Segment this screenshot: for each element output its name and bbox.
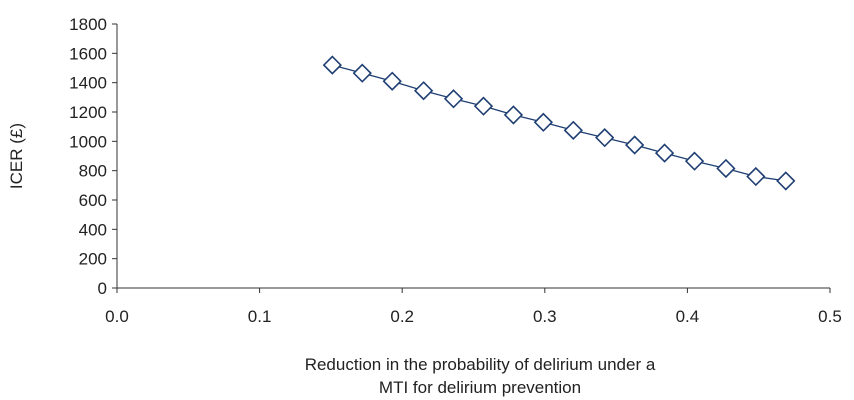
data-point-marker [443,89,464,109]
series-line [332,64,786,182]
data-point-marker [352,63,372,83]
x-tick-label: 0.0 [105,307,129,326]
y-tick-label: 0 [98,279,107,298]
x-ticks: 0.0 0.1 0.2 0.3 0.4 0.5 [105,288,842,326]
y-ticks: 0 200 400 600 800 1000 1200 1400 1600 1800 [69,15,117,298]
data-point-marker [503,105,524,125]
y-tick-label: 1200 [69,103,107,122]
y-axis-title: ICER (£) [7,123,26,189]
y-tick-label: 1600 [69,44,107,63]
x-tick-label: 0.2 [390,307,414,326]
data-point-marker [654,143,675,163]
x-tick-label: 0.5 [818,307,842,326]
data-point-marker [776,171,796,191]
data-point-marker [473,96,494,116]
x-tick-label: 0.4 [676,307,700,326]
data-point-marker [413,81,434,101]
data-point-marker [595,128,615,148]
x-tick-label: 0.1 [248,307,272,326]
x-axis-title-line-1: Reduction in the probability of delirium… [305,355,656,374]
y-tick-label: 800 [79,162,107,181]
data-point-marker [563,120,583,140]
y-tick-label: 1000 [69,132,107,151]
data-point-marker [746,166,766,187]
y-tick-label: 600 [79,191,107,210]
data-point-marker [322,55,342,75]
y-tick-label: 1800 [69,15,107,34]
data-point-marker [533,112,554,132]
axes [116,24,830,289]
y-tick-label: 200 [79,250,107,269]
data-point-marker [625,135,645,155]
data-point-marker [716,158,736,179]
data-point-marker [684,151,705,171]
y-tick-label: 1400 [69,74,107,93]
series-layer [322,55,796,191]
y-tick-label: 400 [79,220,107,239]
data-point-marker [382,71,402,91]
x-tick-label: 0.3 [533,307,557,326]
x-axis-title-line-2: MTI for delirium prevention [379,378,581,397]
